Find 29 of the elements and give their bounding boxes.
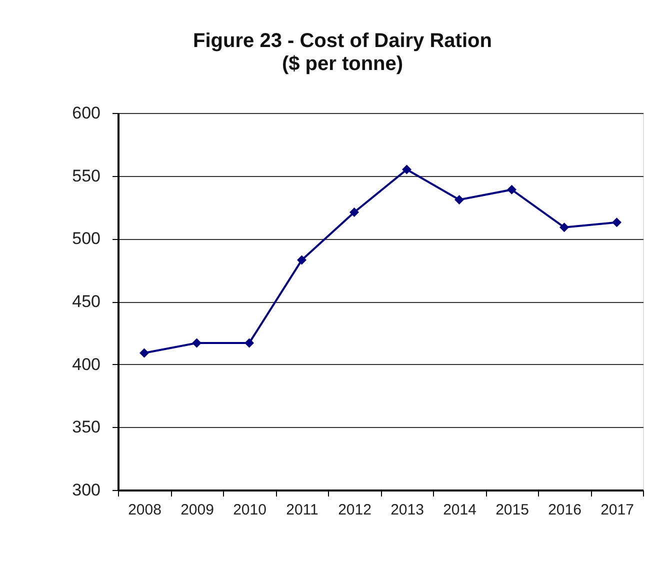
y-tick-label: 550 — [72, 166, 100, 186]
x-tick-label: 2015 — [496, 502, 529, 518]
x-tick-label: 2011 — [286, 502, 318, 518]
point — [402, 164, 412, 174]
x-tick-label: 2010 — [233, 502, 266, 518]
point — [192, 338, 202, 348]
x-tick-label: 2016 — [548, 502, 582, 518]
chart-title: Figure 23 - Cost of Dairy Ration — [193, 30, 492, 52]
y-tick-label: 300 — [72, 480, 100, 500]
point — [454, 194, 464, 204]
point — [560, 222, 569, 232]
y-tick-label: 600 — [72, 104, 100, 122]
point — [507, 184, 516, 194]
y-tick-label: 500 — [72, 229, 100, 248]
x-tick-label: 2014 — [443, 502, 476, 518]
point — [612, 218, 622, 228]
point — [297, 255, 306, 265]
y-tick-label: 350 — [72, 418, 100, 437]
chart-subtitle: ($ per tonne) — [282, 53, 404, 75]
x-tick-label: 2017 — [600, 502, 634, 518]
x-tick-label: 2009 — [180, 502, 214, 518]
point — [140, 348, 149, 358]
y-tick-label: 450 — [72, 292, 100, 311]
x-tick-label: 2012 — [338, 502, 372, 518]
x-tick-label: 2013 — [390, 502, 424, 518]
point — [350, 208, 359, 218]
point — [244, 338, 254, 348]
x-tick-label: 2008 — [128, 502, 162, 518]
y-tick-label: 400 — [72, 354, 100, 374]
